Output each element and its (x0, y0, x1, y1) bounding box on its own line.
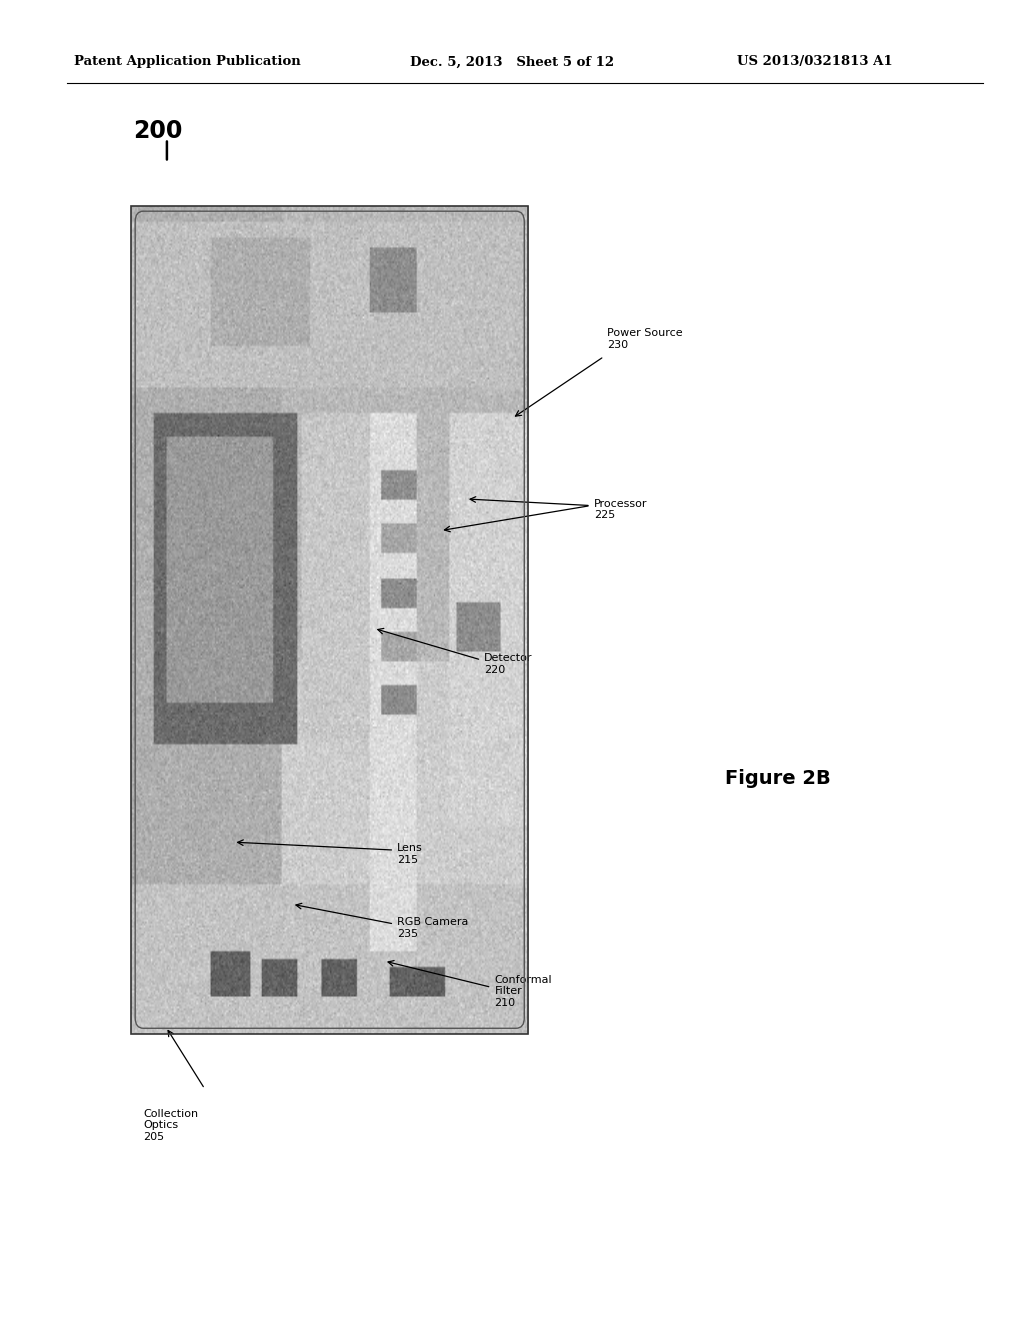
Text: Patent Application Publication: Patent Application Publication (74, 55, 300, 69)
Text: Figure 2B: Figure 2B (725, 770, 831, 788)
Text: US 2013/0321813 A1: US 2013/0321813 A1 (737, 55, 893, 69)
Text: Collection
Optics
205: Collection Optics 205 (143, 1109, 199, 1142)
Text: Processor
225: Processor 225 (594, 499, 647, 520)
Text: RGB Camera
235: RGB Camera 235 (397, 917, 469, 939)
Text: Power Source
230: Power Source 230 (607, 329, 683, 350)
Text: Detector
220: Detector 220 (484, 653, 532, 675)
Text: Lens
215: Lens 215 (397, 843, 423, 865)
Text: Conformal
Filter
210: Conformal Filter 210 (495, 974, 552, 1008)
Text: 200: 200 (133, 119, 182, 143)
Text: Dec. 5, 2013   Sheet 5 of 12: Dec. 5, 2013 Sheet 5 of 12 (410, 55, 613, 69)
